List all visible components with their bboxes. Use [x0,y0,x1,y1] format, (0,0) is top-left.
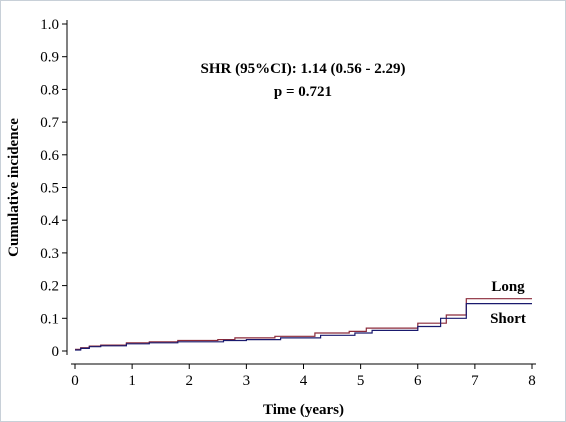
y-tick-label: 0.3 [40,246,59,262]
y-tick-label: 0.5 [40,181,59,197]
x-tick-label: 7 [471,373,479,389]
axes: 0 0.1 0.2 0.3 0.4 0.5 0.6 0.7 0.8 0.9 1.0 0 1 2 3 4 5 6 7 8 [40,17,536,389]
labels: Time (years) Cumulative incidence Long Shor… [6,61,526,418]
x-tick-label: 1 [128,373,136,389]
series-line-long [75,298,532,350]
y-tick-label: 0.4 [40,213,59,229]
y-tick-label: 0 [52,344,60,360]
x-tick-label: 2 [186,373,194,389]
series-label-long: Long [491,279,525,295]
x-tick-label: 4 [300,373,308,389]
series-line-short [75,303,532,351]
y-axis-title: Cumulative incidence [6,118,22,257]
x-tick-label: 3 [243,373,251,389]
y-tick-label: 0.8 [40,82,59,98]
x-tick-label: 8 [528,373,536,389]
y-tick-label: 0.9 [40,50,59,66]
x-tick-label: 6 [414,373,422,389]
x-tick-label: 5 [357,373,365,389]
y-tick-label: 0.2 [40,279,59,295]
y-tick-label: 0.7 [40,115,59,131]
y-tick-label: 0.1 [40,311,59,327]
annotation-p-value: p = 0.721 [274,84,332,100]
y-tick-label: 1.0 [40,17,59,33]
y-tick-label: 0.6 [40,148,59,164]
x-tick-label: 0 [71,373,79,389]
series-label-short: Short [490,311,526,327]
annotation-shr: SHR (95%CI): 1.14 (0.56 - 2.29) [201,61,406,77]
series-lines [75,298,532,351]
x-axis-title: Time (years) [263,402,344,418]
